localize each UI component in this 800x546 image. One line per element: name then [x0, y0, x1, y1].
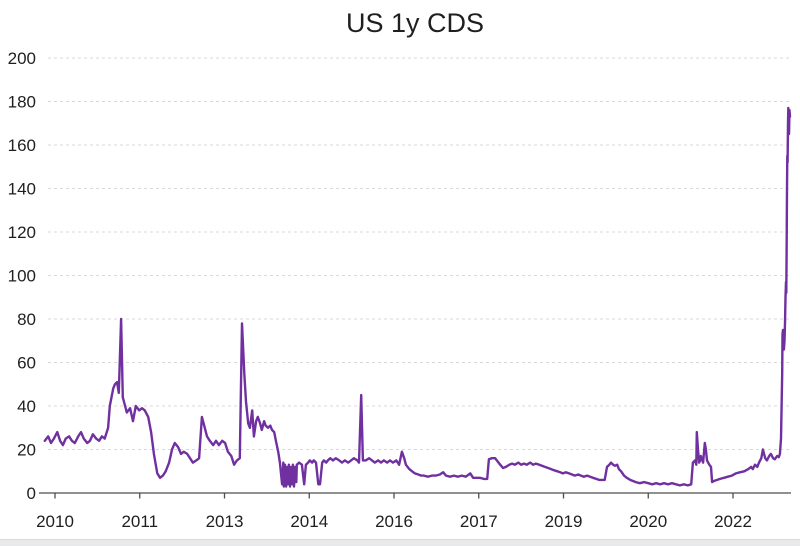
- chart-title: US 1y CDS: [346, 8, 484, 38]
- gridlines: [48, 57, 790, 450]
- window-edge-strip: [0, 539, 800, 546]
- y-tick-label: 80: [17, 310, 36, 329]
- y-tick-label: 120: [8, 223, 36, 242]
- y-tick-label: 60: [17, 354, 36, 373]
- y-tick-label: 100: [8, 267, 36, 286]
- y-tick-label: 140: [8, 180, 36, 199]
- x-tick-label: 2011: [121, 512, 158, 531]
- y-tick-label: 180: [8, 93, 36, 112]
- x-tick-label: 2010: [36, 512, 74, 531]
- y-tick-label: 160: [8, 136, 36, 155]
- series-group: [43, 106, 792, 488]
- y-tick-label: 0: [27, 484, 36, 503]
- x-tick-label: 2019: [545, 512, 583, 531]
- y-tick-label: 20: [17, 441, 36, 460]
- x-tick-label: 2020: [629, 512, 667, 531]
- x-axis: 2010 2011 2013 2014 2016 2017 2019 2020 2022: [36, 492, 791, 531]
- y-axis-labels: 0 20 40 60 80 100 120 140 160 180 200: [8, 49, 36, 503]
- x-tick-label: 2014: [290, 512, 328, 531]
- x-tick-label: 2016: [375, 512, 413, 531]
- x-tick-label: 2022: [714, 512, 752, 531]
- y-tick-label: 200: [8, 49, 36, 68]
- x-tick-label: 2013: [206, 512, 244, 531]
- cds-line: [43, 106, 792, 488]
- x-tick-label: 2017: [460, 512, 498, 531]
- y-tick-label: 40: [17, 397, 36, 416]
